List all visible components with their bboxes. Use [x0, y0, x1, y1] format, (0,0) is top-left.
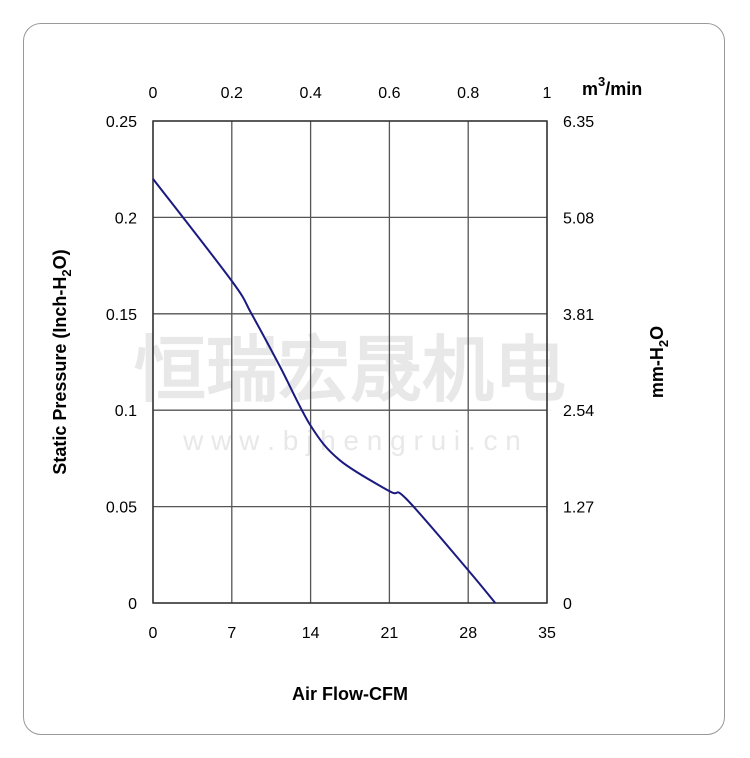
y-axis-label-end: O): [50, 249, 70, 269]
y-axis-label: Static Pressure (Inch-H2O): [50, 249, 74, 474]
x-tick-label: 14: [302, 625, 320, 642]
y2-tick-label: 1.27: [563, 500, 594, 517]
y2-axis-label-main: mm-H: [647, 347, 667, 398]
y2-tick-label: 0: [563, 596, 572, 613]
pq-curve-line: [152, 178, 496, 604]
y2-axis-label: mm-H2O: [647, 326, 671, 398]
chart-frame: [23, 23, 725, 735]
x-tick-label: 7: [227, 625, 236, 642]
x-tick-label: 21: [381, 625, 399, 642]
y-tick-label: 0.25: [106, 114, 137, 131]
x2-tick-label: 0.8: [457, 85, 479, 102]
x2-tick-label: 0.2: [221, 85, 243, 102]
watermark-cn: 恒瑞宏晟机电: [134, 331, 566, 411]
y-tick-label: 0: [128, 596, 137, 613]
y2-axis-label-subscript: 2: [656, 340, 671, 347]
watermark-url: w w w . b j h e n g r u i . c n: [182, 425, 521, 456]
x-axis-label: Air Flow-CFM: [292, 684, 408, 704]
y-tick-label: 0.2: [115, 210, 137, 227]
watermark: 恒瑞宏晟机电 w w w . b j h e n g r u i . c n: [134, 331, 566, 456]
x-tick-label: 28: [459, 625, 477, 642]
y2-tick-label: 6.35: [563, 114, 594, 131]
x-tick-label: 35: [538, 625, 556, 642]
x2-axis-label-end: /min: [605, 79, 642, 99]
x2-tick-label: 0: [149, 85, 158, 102]
x2-tick-label: 0.4: [299, 85, 321, 102]
x2-axis-label: m3/min: [582, 74, 642, 99]
y2-axis-label-end: O: [647, 326, 667, 340]
x2-axis-label-superscript: 3: [598, 74, 605, 89]
plot-border: [152, 120, 548, 604]
y2-tick-label: 5.08: [563, 210, 594, 227]
y-axis-label-main: Static Pressure (Inch-H: [50, 277, 70, 475]
y2-tick-label: 2.54: [563, 403, 594, 420]
x2-tick-label: 1: [543, 85, 552, 102]
x2-tick-label: 0.6: [378, 85, 400, 102]
y-tick-label: 0.05: [106, 500, 137, 517]
x2-axis-label-main: m: [582, 79, 598, 99]
y2-tick-label: 3.81: [563, 307, 594, 324]
x-tick-label: 0: [149, 625, 158, 642]
y-tick-label: 0.15: [106, 307, 137, 324]
y-axis-label-subscript: 2: [59, 269, 74, 276]
y-tick-label: 0.1: [115, 403, 137, 420]
grid: [152, 120, 548, 604]
